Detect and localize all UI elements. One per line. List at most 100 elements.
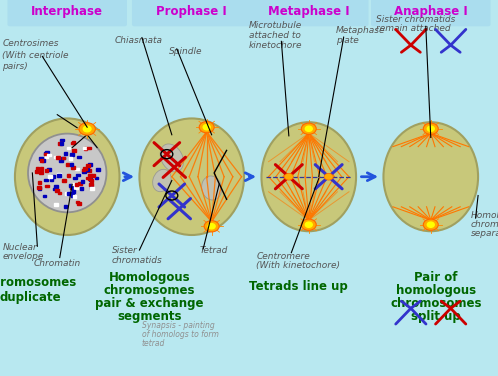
Ellipse shape bbox=[383, 122, 478, 231]
Bar bbox=[54, 203, 58, 206]
Bar bbox=[83, 167, 87, 170]
Ellipse shape bbox=[28, 133, 107, 212]
Text: Chromatin: Chromatin bbox=[34, 259, 81, 268]
Bar bbox=[58, 191, 61, 194]
Text: separate: separate bbox=[471, 229, 498, 238]
Bar bbox=[56, 156, 60, 159]
Bar bbox=[76, 174, 80, 176]
Text: Homologous: Homologous bbox=[471, 211, 498, 220]
Circle shape bbox=[208, 224, 215, 229]
Bar bbox=[64, 205, 67, 208]
Bar bbox=[38, 181, 41, 184]
Text: tetrad: tetrad bbox=[142, 339, 165, 348]
Bar bbox=[88, 177, 92, 180]
FancyBboxPatch shape bbox=[7, 0, 127, 26]
Bar bbox=[54, 156, 57, 158]
Text: chromosomes: chromosomes bbox=[471, 220, 498, 229]
Bar bbox=[66, 163, 69, 166]
Bar bbox=[45, 185, 49, 187]
Bar bbox=[87, 164, 90, 167]
Bar bbox=[70, 153, 74, 156]
Bar bbox=[90, 187, 93, 190]
Text: Metaphase: Metaphase bbox=[336, 26, 385, 35]
Circle shape bbox=[284, 173, 293, 180]
Bar bbox=[44, 153, 47, 155]
Bar bbox=[67, 192, 71, 195]
Text: of homologs to form: of homologs to form bbox=[142, 330, 219, 339]
Bar bbox=[55, 189, 59, 192]
Text: Nuclear: Nuclear bbox=[2, 243, 37, 252]
Bar bbox=[71, 166, 75, 169]
Circle shape bbox=[79, 123, 96, 135]
Text: pair & exchange: pair & exchange bbox=[95, 297, 204, 310]
Bar bbox=[58, 142, 62, 144]
Text: Metaphase I: Metaphase I bbox=[268, 5, 350, 18]
Bar bbox=[57, 174, 61, 177]
Bar bbox=[83, 147, 87, 150]
Text: remain attached: remain attached bbox=[376, 24, 451, 33]
FancyBboxPatch shape bbox=[249, 0, 369, 26]
Bar bbox=[80, 187, 83, 190]
Text: Spindle: Spindle bbox=[169, 47, 203, 56]
Circle shape bbox=[199, 121, 214, 133]
Bar bbox=[41, 159, 45, 162]
Circle shape bbox=[423, 123, 438, 134]
Bar bbox=[89, 179, 92, 181]
Bar bbox=[87, 147, 91, 149]
Text: Tetrad: Tetrad bbox=[199, 246, 228, 255]
Bar bbox=[85, 169, 88, 171]
Text: Synapsis - painting: Synapsis - painting bbox=[142, 321, 215, 331]
Text: Anaphase I: Anaphase I bbox=[394, 5, 468, 18]
Bar bbox=[71, 186, 74, 188]
Bar bbox=[88, 163, 92, 165]
Bar bbox=[81, 180, 84, 183]
Bar bbox=[40, 159, 43, 162]
Bar bbox=[54, 185, 58, 188]
Ellipse shape bbox=[15, 118, 120, 235]
Bar bbox=[60, 139, 64, 141]
Bar bbox=[45, 155, 48, 158]
Text: plate: plate bbox=[336, 36, 359, 45]
Bar bbox=[60, 143, 63, 145]
Bar bbox=[78, 182, 82, 185]
Ellipse shape bbox=[153, 169, 171, 192]
Text: Chromosomes: Chromosomes bbox=[0, 276, 77, 290]
Text: Centrosimes: Centrosimes bbox=[2, 39, 59, 49]
Bar bbox=[77, 202, 81, 205]
Circle shape bbox=[301, 219, 316, 230]
Ellipse shape bbox=[139, 118, 244, 235]
Text: segments: segments bbox=[117, 310, 182, 323]
Bar bbox=[72, 191, 75, 193]
Bar bbox=[47, 168, 51, 171]
Bar bbox=[51, 175, 54, 178]
FancyBboxPatch shape bbox=[132, 0, 251, 26]
Bar bbox=[71, 142, 75, 144]
Text: chromosomes: chromosomes bbox=[390, 297, 482, 310]
Bar bbox=[44, 152, 48, 155]
Bar bbox=[65, 192, 69, 195]
Bar bbox=[82, 169, 86, 171]
Text: chromosomes: chromosomes bbox=[104, 284, 195, 297]
Bar bbox=[53, 188, 57, 190]
Bar bbox=[73, 149, 76, 152]
Bar bbox=[48, 175, 52, 177]
Bar bbox=[82, 171, 86, 173]
Bar bbox=[35, 167, 39, 170]
Text: Sister chromatids: Sister chromatids bbox=[376, 15, 455, 24]
Circle shape bbox=[301, 123, 316, 134]
Bar bbox=[61, 156, 65, 159]
Circle shape bbox=[83, 126, 91, 132]
Bar bbox=[70, 187, 74, 190]
Text: attached to: attached to bbox=[249, 31, 301, 40]
Bar bbox=[76, 201, 79, 203]
Ellipse shape bbox=[202, 176, 222, 200]
Bar bbox=[88, 170, 91, 172]
Circle shape bbox=[203, 124, 210, 130]
Text: (With centriole: (With centriole bbox=[2, 51, 69, 60]
Bar bbox=[57, 173, 61, 176]
Bar bbox=[43, 194, 46, 197]
Text: Prophase I: Prophase I bbox=[156, 5, 227, 18]
Bar bbox=[45, 150, 49, 153]
Text: Tetrads line up: Tetrads line up bbox=[249, 280, 348, 293]
Bar bbox=[69, 157, 72, 160]
